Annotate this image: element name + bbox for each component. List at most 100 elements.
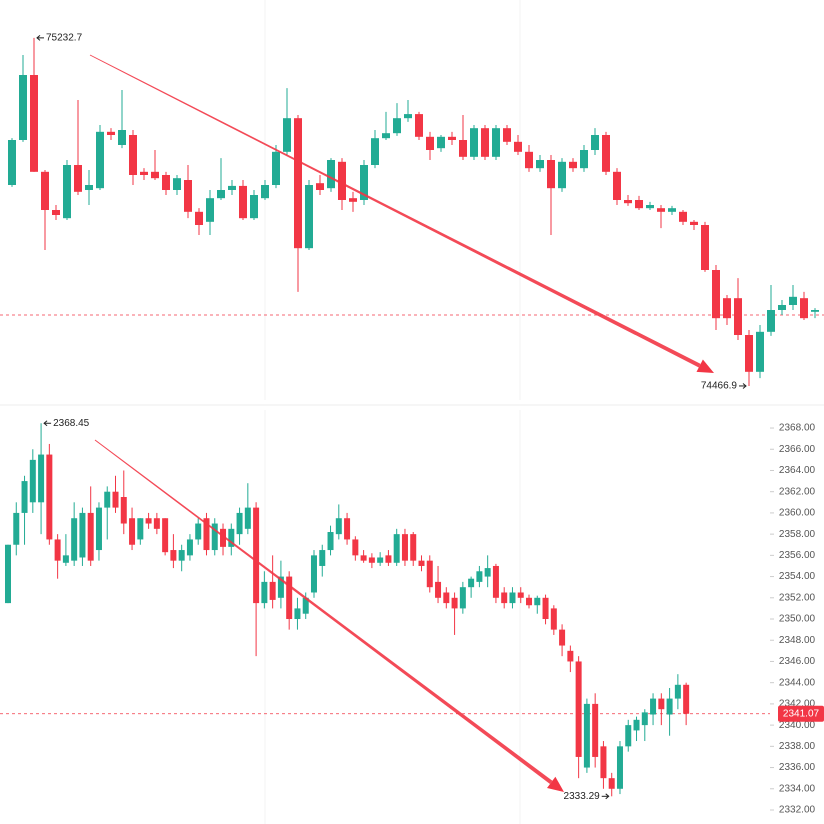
candle-body (228, 528, 235, 547)
annotation-arrow-head (43, 420, 48, 427)
candle-body (19, 75, 27, 140)
candle-body (46, 454, 53, 540)
candle-body (294, 118, 302, 249)
candle-body (344, 518, 351, 540)
candle-body (517, 592, 524, 598)
candle-body (723, 298, 731, 319)
candle-body (418, 560, 425, 566)
candle-body (244, 507, 251, 529)
candle-body (778, 305, 786, 310)
candle-body (514, 141, 522, 152)
candle-body (29, 459, 36, 503)
candle-body (85, 185, 93, 190)
arrow-head (696, 359, 714, 373)
arrow-head (547, 776, 564, 792)
candle-body (195, 211, 203, 225)
candle-body (236, 512, 243, 535)
candle-body (71, 518, 78, 561)
candle-body (484, 568, 491, 577)
high-label: 75232.7 (46, 33, 83, 44)
candle-body (228, 185, 236, 190)
candle-body (567, 650, 574, 662)
candle-body (118, 130, 126, 145)
candle-body (52, 210, 60, 215)
last-price-label: 2341.07 (783, 708, 820, 719)
candle-body (360, 165, 368, 200)
candle-body (509, 592, 516, 604)
low-label: 74466.9 (701, 381, 738, 392)
y-tick-label: 2350.00 (779, 614, 816, 625)
candle-body (756, 331, 764, 372)
candle-body (62, 555, 69, 563)
candle-body (377, 557, 384, 563)
candle-body (559, 629, 566, 646)
candle-body (178, 550, 185, 561)
y-tick-label: 2356.00 (779, 550, 816, 561)
candle-body (129, 518, 136, 545)
candle-body (668, 208, 676, 212)
candle-body (503, 128, 511, 142)
candle-body (5, 544, 11, 604)
candle-body (811, 310, 819, 312)
trend-line (89, 54, 701, 368)
candle-body (269, 581, 276, 600)
candle-body (153, 518, 160, 529)
candle-body (302, 597, 309, 614)
candle-body (674, 684, 681, 699)
candle-body (261, 581, 268, 604)
candle-body (437, 136, 445, 149)
marks: 75232.7 74466.9 2332.00 2334.00 2336.00 2338.… (0, 33, 824, 816)
y-tick-label: 2334.00 (779, 783, 816, 794)
candle-body (646, 205, 654, 209)
candle-body (481, 128, 489, 157)
candle-body (745, 335, 753, 372)
candle-body (492, 565, 499, 598)
candle-body (327, 532, 334, 551)
y-tick-label: 2336.00 (779, 762, 816, 773)
candle-body (657, 208, 665, 212)
candle-body (79, 512, 86, 558)
y-tick-label: 2338.00 (779, 741, 816, 752)
annotation-arrow-head (742, 383, 747, 389)
candle-body (616, 746, 623, 789)
candle-body (767, 310, 775, 332)
candle-body (203, 518, 210, 551)
candle-body (591, 135, 599, 150)
candle-body (170, 550, 177, 561)
candle-body (305, 185, 313, 249)
candle-body (217, 190, 225, 199)
y-tick-label: 2366.00 (779, 444, 816, 455)
y-tick-label: 2360.00 (779, 508, 816, 519)
candle-body (534, 597, 541, 606)
last-price-box (778, 705, 824, 722)
candle-body (459, 587, 466, 609)
candle-body (206, 198, 214, 222)
candle-body (310, 555, 317, 593)
candle-body (250, 195, 258, 219)
candle-body (558, 161, 566, 189)
candle-body (443, 592, 450, 604)
candle-body (8, 140, 16, 185)
candle-body (683, 684, 690, 714)
y-tick-label: 2354.00 (779, 571, 816, 582)
candle-body (459, 140, 467, 157)
candle-body (220, 528, 227, 547)
candle-body (451, 597, 458, 609)
candle-body (186, 539, 193, 556)
candle-body (476, 571, 483, 582)
candle-body (734, 298, 742, 335)
candle-body (393, 118, 401, 134)
candle-body (550, 608, 557, 630)
candle-body (294, 608, 301, 620)
candle-body (239, 185, 247, 219)
candle-body (583, 703, 590, 768)
candle-body (415, 114, 423, 137)
annotation-arrow-head (605, 793, 610, 800)
candle-body (624, 200, 632, 204)
high-label: 2368.45 (53, 418, 90, 429)
candle-body (87, 512, 94, 561)
candle-body (316, 183, 324, 190)
candle-body (679, 211, 687, 222)
